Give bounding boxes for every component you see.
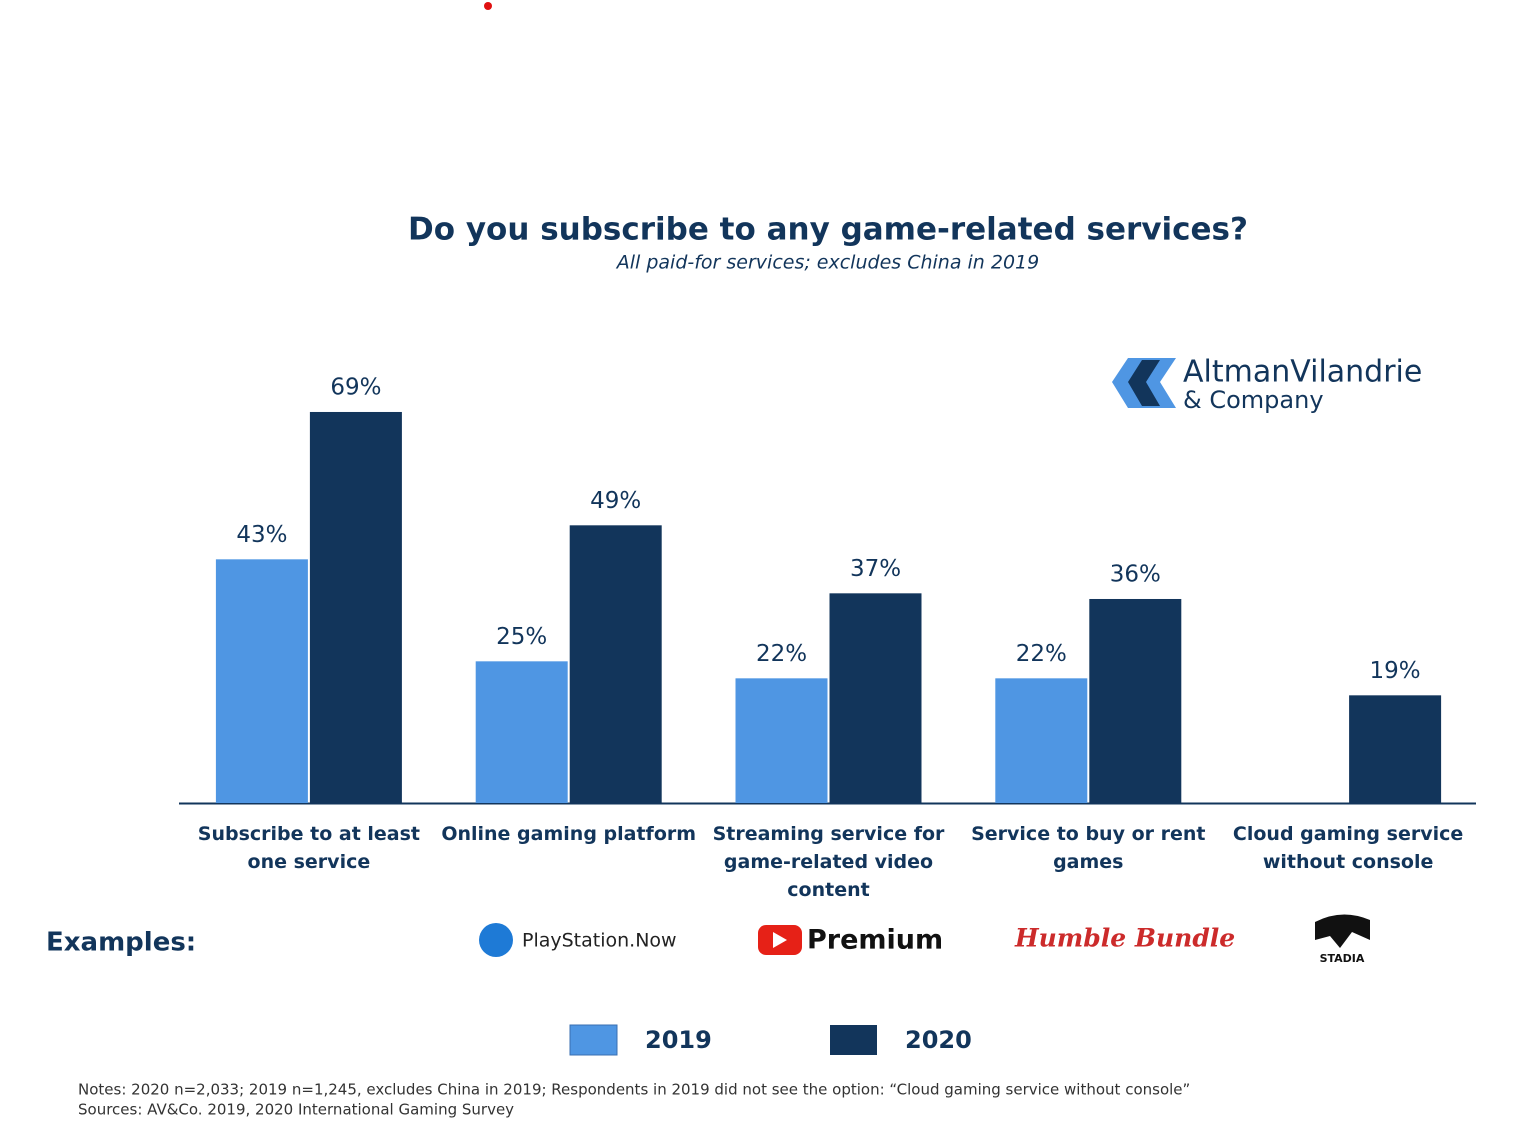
legend-label: 2020	[905, 1026, 972, 1054]
bar	[995, 678, 1088, 803]
bar	[475, 661, 568, 803]
x-tick-label: Cloud gaming service without console	[1232, 823, 1464, 873]
notes: Notes: 2020 n=2,033; 2019 n=1,245, exclu…	[78, 1081, 1190, 1099]
value-label: 25%	[496, 624, 547, 650]
value-label: 37%	[850, 556, 901, 582]
x-tick-label: Service to buy or rent games	[971, 823, 1206, 873]
bar	[1349, 695, 1442, 803]
x-tick-label: Subscribe to at least one service	[197, 823, 421, 873]
chart-subtitle: All paid-for services; excludes China in…	[615, 252, 1039, 274]
value-label: 22%	[756, 641, 807, 667]
example: Humble Bundle	[1014, 924, 1235, 953]
chart-title: Do you subscribe to any game-related ser…	[408, 212, 1248, 248]
example: PlayStation.Now	[522, 930, 677, 952]
x-tick-label: Streaming service for game-related video…	[712, 823, 945, 901]
bar	[735, 678, 828, 803]
ps-icon	[479, 923, 513, 957]
sources: Sources: AV&Co. 2019, 2020 International…	[78, 1101, 514, 1119]
value-label: 69%	[330, 374, 381, 400]
examples-label: Examples:	[46, 928, 196, 958]
value-label: 22%	[1016, 641, 1067, 667]
logo-mark	[1128, 360, 1160, 406]
value-label: 36%	[1110, 561, 1161, 587]
stadia-icon	[1315, 914, 1370, 948]
logo: AltmanVilandrie & Company	[1112, 355, 1422, 414]
x-tick-label: Online gaming platform	[441, 823, 697, 845]
bar	[569, 525, 662, 803]
dot	[484, 2, 492, 10]
yt-play	[773, 932, 787, 948]
example: STADIA	[1320, 952, 1365, 965]
legend-swatch	[830, 1025, 877, 1055]
bar	[1089, 598, 1182, 803]
logo-text: & Company	[1183, 386, 1324, 414]
value-label: 49%	[590, 488, 641, 514]
value-label: 43%	[236, 522, 287, 548]
bar	[215, 559, 308, 803]
example: Premium	[807, 925, 943, 956]
legend-swatch	[569, 1024, 618, 1056]
legend-label: 2019	[645, 1026, 712, 1054]
logo-text: AltmanVilandrie	[1183, 355, 1422, 390]
bar	[829, 593, 922, 803]
bar	[309, 411, 402, 803]
value-label: 19%	[1370, 658, 1421, 684]
